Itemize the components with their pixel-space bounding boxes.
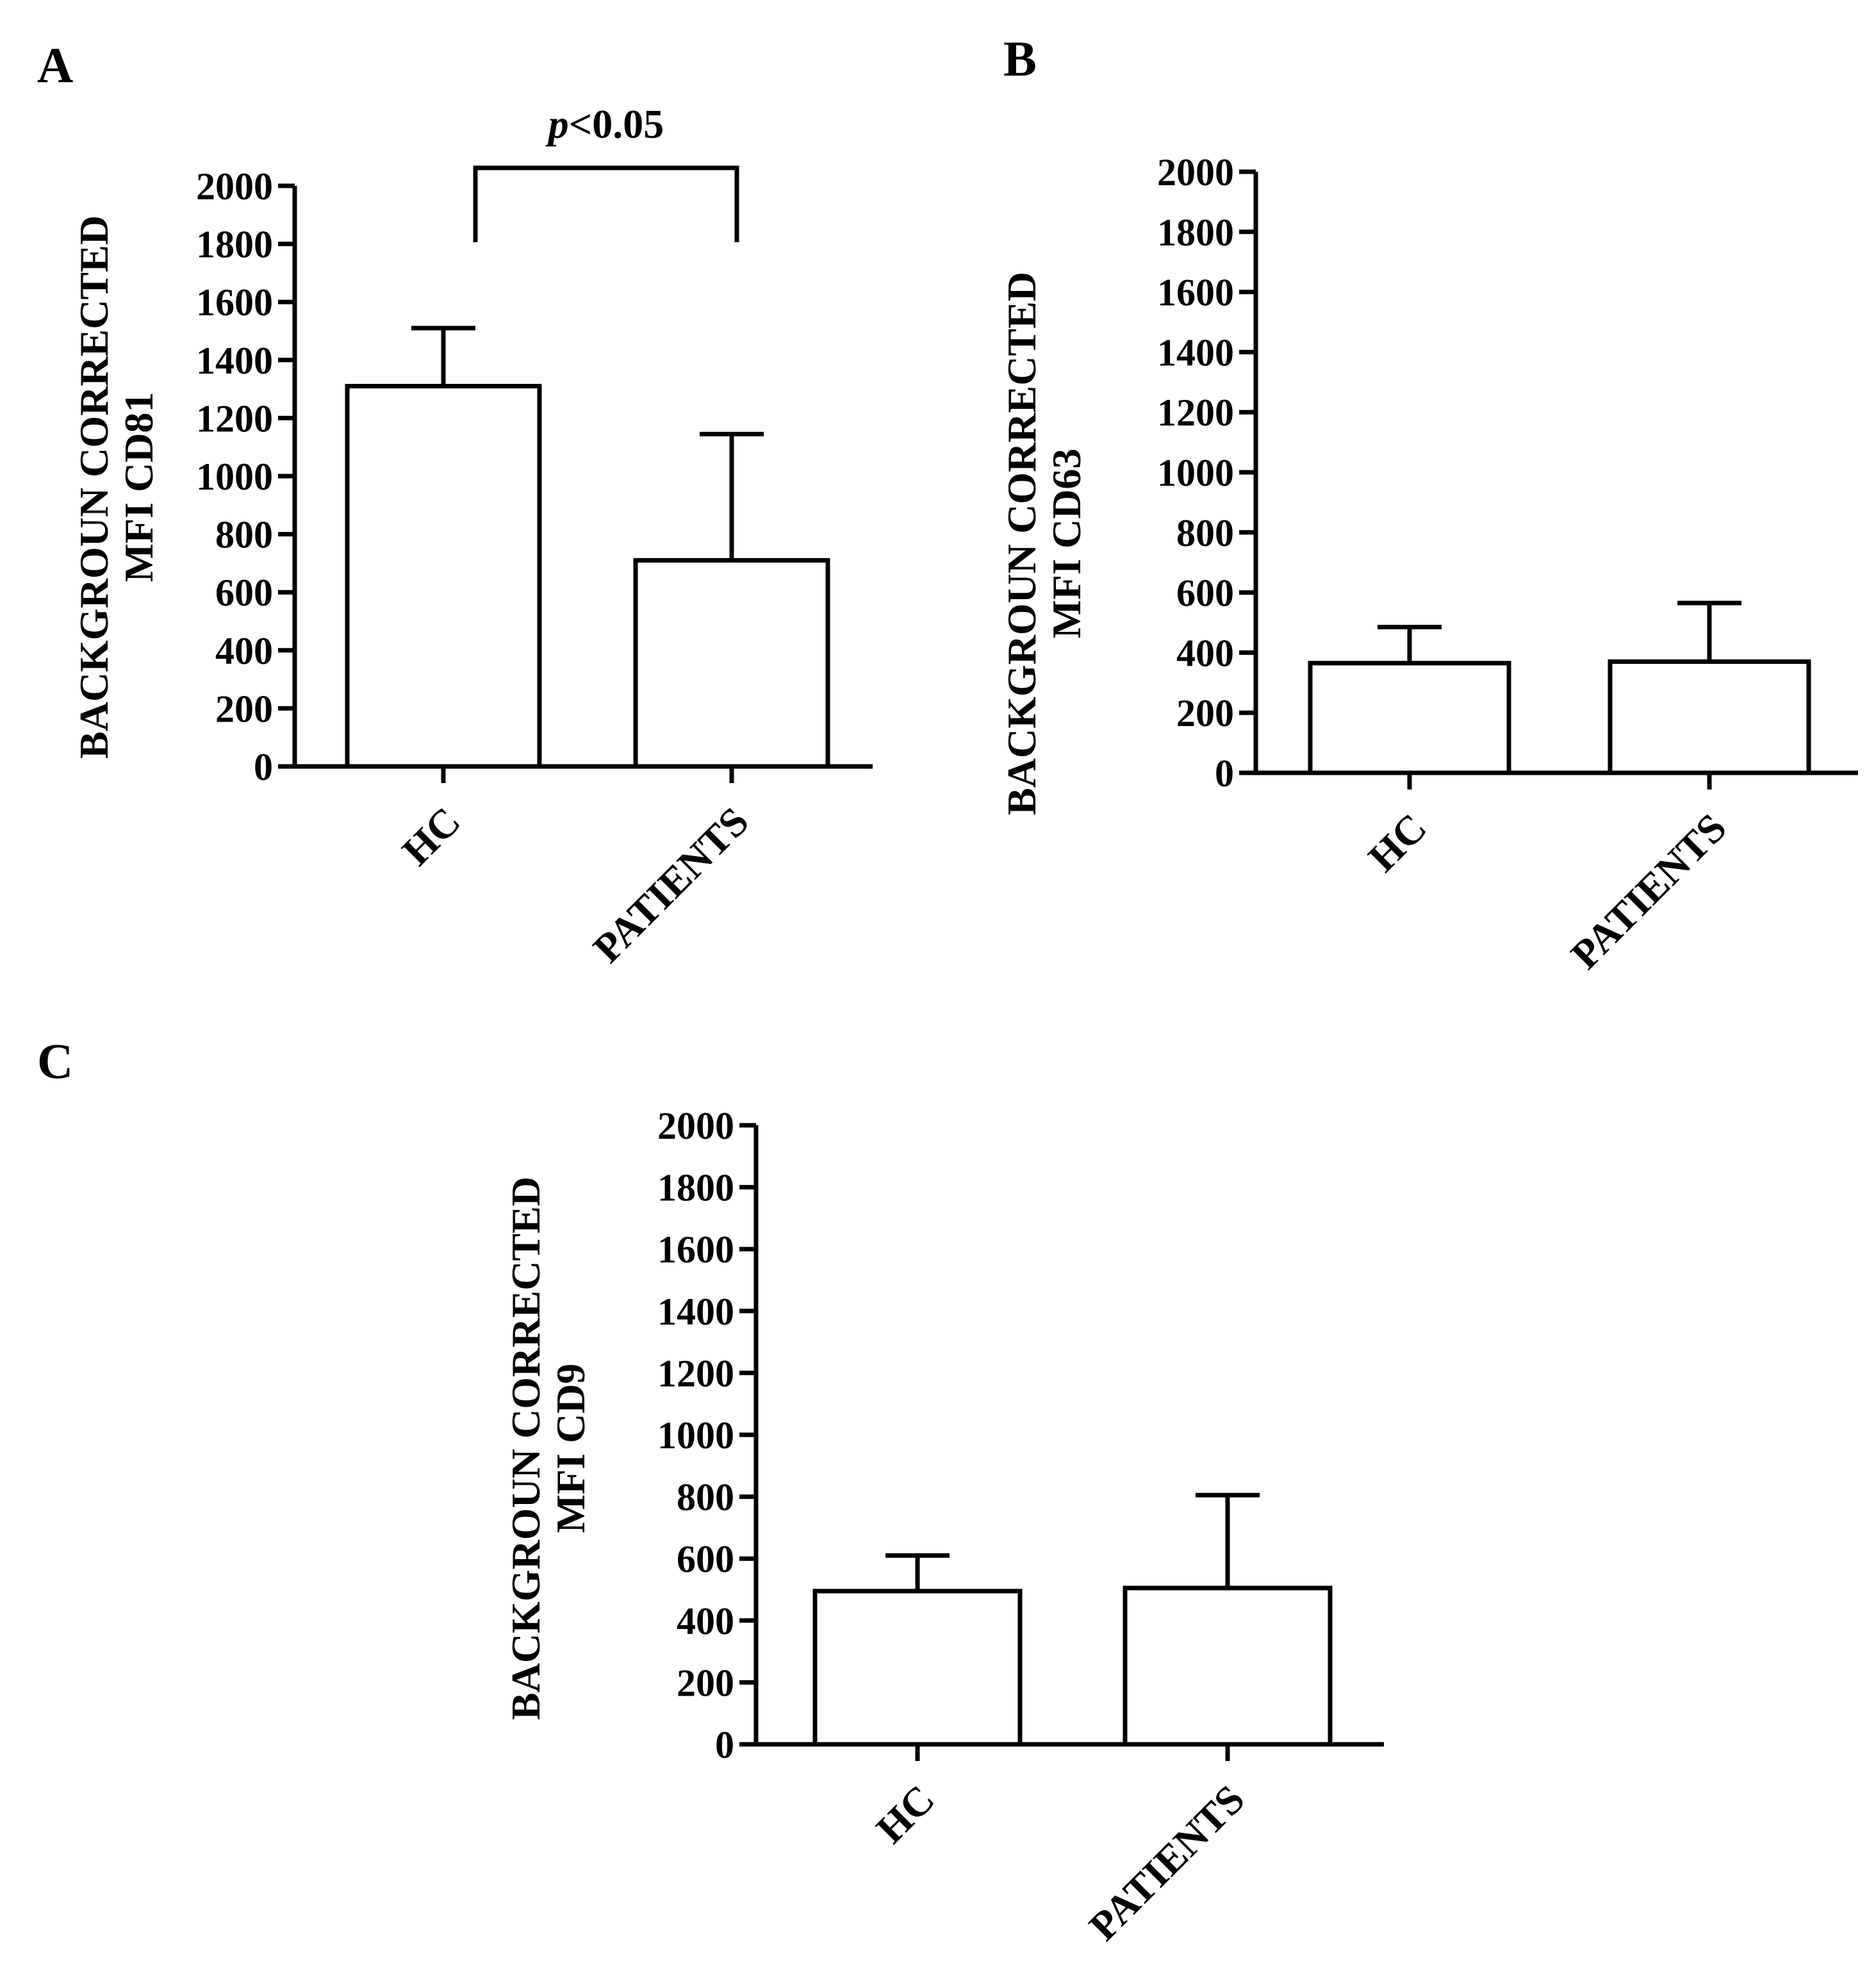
y-tick-label: 2000 — [1157, 151, 1234, 194]
y-axis-title: BACKGROUN CORRECTED — [71, 215, 117, 759]
y-tick-label: 800 — [677, 1476, 734, 1519]
y-tick-label: 1200 — [1157, 392, 1234, 434]
y-tick-label: 1800 — [196, 224, 273, 266]
category-label: HC — [393, 798, 469, 874]
y-axis-title: MFI CD63 — [1044, 449, 1089, 639]
bar — [1308, 661, 1511, 775]
p-threshold: <0.05 — [569, 101, 664, 147]
y-tick-label: 1000 — [657, 1414, 734, 1457]
significance-bracket — [473, 165, 739, 242]
y-tick-label: 400 — [677, 1600, 734, 1642]
y-tick-label: 400 — [215, 630, 273, 672]
bar — [345, 384, 542, 769]
panel-b: B 0 200 400 600 800 1000 1200 1400 1600 1800 2000 HC… — [999, 31, 1858, 978]
y-tick-label: 1800 — [1157, 211, 1234, 254]
bar — [812, 1589, 1023, 1747]
category-label: HC — [868, 1776, 943, 1852]
bar — [1123, 1585, 1333, 1747]
y-tick-label: 0 — [254, 746, 273, 788]
y-tick-label: 800 — [215, 514, 273, 556]
panel-a: A 0 200 400 600 800 1000 1200 1400 1600 1800 2000 HC… — [37, 37, 873, 971]
y-tick-label: 1200 — [657, 1352, 734, 1394]
y-tick-label: 200 — [677, 1662, 734, 1704]
category-label: PATIENTS — [1080, 1776, 1253, 1949]
y-tick-label: 1800 — [657, 1167, 734, 1209]
panel-label: C — [37, 1033, 73, 1089]
y-tick-label: 2000 — [657, 1105, 734, 1147]
panel-label: B — [1003, 31, 1037, 87]
y-tick-label: 200 — [1176, 692, 1234, 734]
y-tick-label: 800 — [1176, 512, 1234, 554]
y-tick-label: 0 — [1215, 752, 1234, 795]
panel-label: A — [37, 37, 73, 93]
category-label: HC — [1360, 805, 1435, 880]
y-tick-label: 1400 — [1157, 331, 1234, 374]
y-tick-label: 1600 — [1157, 272, 1234, 314]
y-tick-label: 2000 — [196, 165, 273, 208]
y-tick-label: 1200 — [196, 397, 273, 440]
y-tick-label: 200 — [215, 688, 273, 730]
y-tick-label: 400 — [1176, 632, 1234, 674]
bar — [1608, 659, 1811, 775]
y-tick-label: 1000 — [196, 456, 273, 498]
y-tick-label: 1000 — [1157, 452, 1234, 494]
y-axis-title: MFI CD9 — [548, 1364, 593, 1533]
y-tick-label: 600 — [1176, 572, 1234, 615]
y-tick-label: 1600 — [196, 281, 273, 324]
y-tick-label: 1400 — [196, 340, 273, 382]
y-tick-label: 600 — [215, 572, 273, 614]
y-axis-title: BACKGROUN CORRECTED — [999, 272, 1044, 815]
y-tick-label: 1400 — [657, 1291, 734, 1333]
y-axis-title: BACKGROUN CORRECTED — [503, 1177, 548, 1720]
category-label: PATIENTS — [584, 798, 757, 971]
bar — [633, 558, 830, 769]
significance-label: p<0.05 — [545, 101, 664, 147]
category-label: PATIENTS — [1562, 805, 1735, 978]
y-tick-label: 600 — [677, 1538, 734, 1580]
y-axis-title: MFI CD81 — [116, 392, 161, 583]
panel-c: C 0 200 400 600 800 1000 1200 1400 1600 1800 2000 HC… — [37, 1033, 1384, 1949]
y-tick-label: 1600 — [657, 1228, 734, 1271]
y-tick-label: 0 — [715, 1724, 734, 1766]
p-symbol: p — [545, 101, 569, 147]
